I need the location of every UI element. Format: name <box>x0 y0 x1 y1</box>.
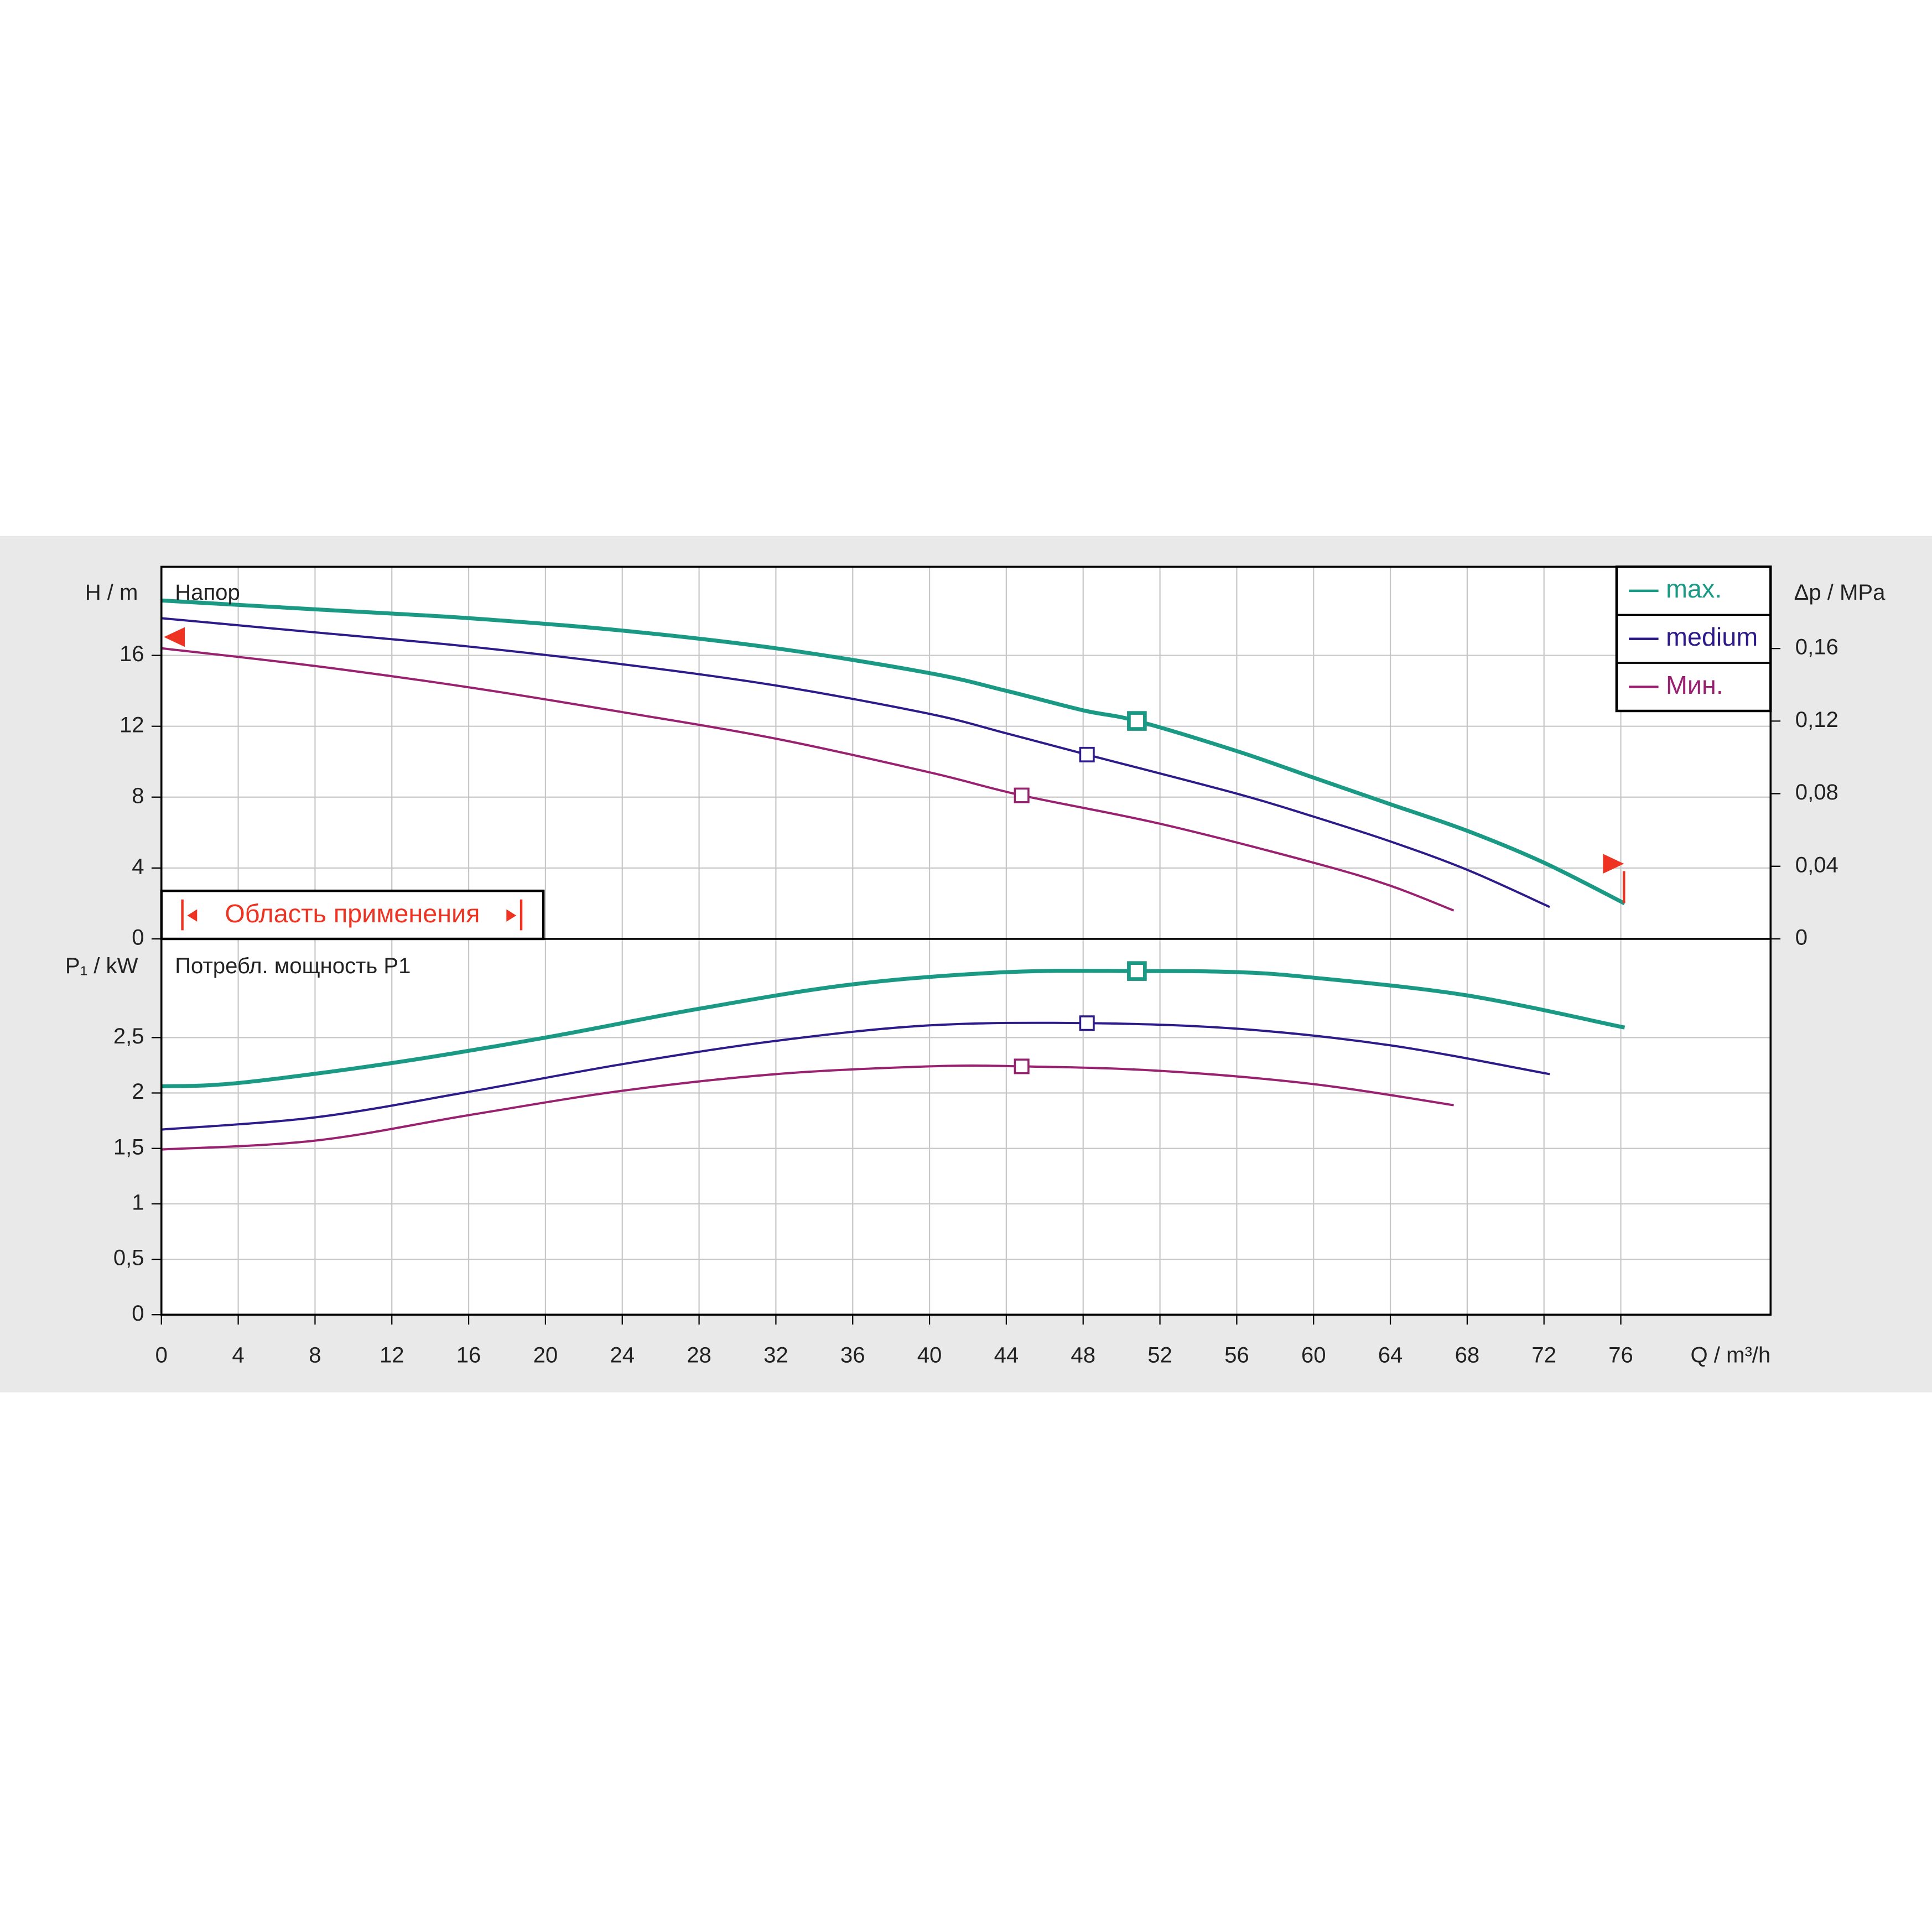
y-tick-label: 16 <box>120 642 144 666</box>
range-box <box>160 889 545 941</box>
x-tick-label: 60 <box>1301 1343 1326 1368</box>
series-line <box>161 1064 1454 1151</box>
range-limit-left <box>164 627 185 647</box>
x-tick-label: 32 <box>764 1343 788 1368</box>
y-tick-label: 0 <box>132 1301 144 1326</box>
x-tick-label: 76 <box>1608 1343 1633 1368</box>
y-tick-label: 8 <box>132 783 144 808</box>
y-tick-label: 1 <box>132 1190 144 1214</box>
x-tick-label: 24 <box>610 1343 635 1368</box>
legend-label: medium <box>1666 622 1758 651</box>
legend-label: max. <box>1666 574 1722 603</box>
y2-axis-label: Δp / MPa <box>1794 580 1886 605</box>
legend-label: Мин. <box>1666 671 1723 699</box>
series-line <box>161 617 1550 908</box>
legend: max. medium Мин. <box>1615 565 1772 713</box>
x-tick-label: 44 <box>994 1343 1019 1368</box>
series-line <box>161 598 1626 906</box>
duty-point <box>1014 787 1030 803</box>
y-tick-label: 0 <box>132 926 144 950</box>
x-tick-label: 16 <box>456 1343 481 1368</box>
plot-frame <box>160 565 1772 1316</box>
x-tick-label: 12 <box>380 1343 404 1368</box>
y-tick-label: 2,5 <box>113 1024 144 1048</box>
y-axis-label: H / m <box>85 580 138 605</box>
x-tick-label: 56 <box>1224 1343 1249 1368</box>
x-tick-label: 8 <box>309 1343 321 1368</box>
plot-area <box>161 567 1771 1315</box>
range-arrow <box>187 909 198 922</box>
series-line <box>161 1021 1550 1131</box>
y-tick-label: 4 <box>132 854 144 879</box>
range-limit-right <box>1603 854 1624 874</box>
series-line <box>161 647 1455 912</box>
x-tick-label: 68 <box>1455 1343 1480 1368</box>
annotation: Область применения <box>225 899 480 928</box>
duty-point <box>1127 711 1147 731</box>
y-axis-label: P₁ / kW <box>65 954 138 978</box>
duty-point <box>1079 746 1095 762</box>
y-tick-label: 0,5 <box>113 1246 144 1270</box>
x-tick-label: 64 <box>1378 1343 1403 1368</box>
y2-tick-label: 0,12 <box>1795 708 1838 732</box>
y2-tick-label: 0,16 <box>1795 635 1838 659</box>
application-range: Область применения <box>160 889 545 941</box>
y-tick-label: 2 <box>132 1079 144 1104</box>
y2-tick-label: 0,04 <box>1795 853 1838 877</box>
x-axis-label: Q / m³/h <box>1691 1343 1771 1368</box>
y2-tick-label: 0,08 <box>1795 780 1838 804</box>
x-tick-label: 48 <box>1071 1343 1095 1368</box>
x-tick-label: 28 <box>687 1343 711 1368</box>
series-line <box>161 969 1625 1089</box>
x-tick-label: 20 <box>533 1343 558 1368</box>
x-tick-label: 0 <box>155 1343 168 1368</box>
duty-point <box>1127 961 1147 981</box>
y-tick-label: 1,5 <box>113 1135 144 1159</box>
panel-title: Потребл. мощность P1 <box>175 954 411 978</box>
duty-point <box>1014 1058 1030 1074</box>
marks <box>161 598 1626 1151</box>
x-tick-label: 36 <box>840 1343 865 1368</box>
y2-tick-label: 0 <box>1795 926 1808 950</box>
x-tick-label: 4 <box>232 1343 244 1368</box>
x-tick-label: 72 <box>1531 1343 1556 1368</box>
duty-point <box>1079 1015 1095 1031</box>
x-tick-label: 40 <box>917 1343 942 1368</box>
x-tick-label: 52 <box>1147 1343 1172 1368</box>
y-tick-label: 12 <box>120 713 144 737</box>
panel-title: Напор <box>175 580 240 605</box>
range-arrow <box>506 909 517 922</box>
